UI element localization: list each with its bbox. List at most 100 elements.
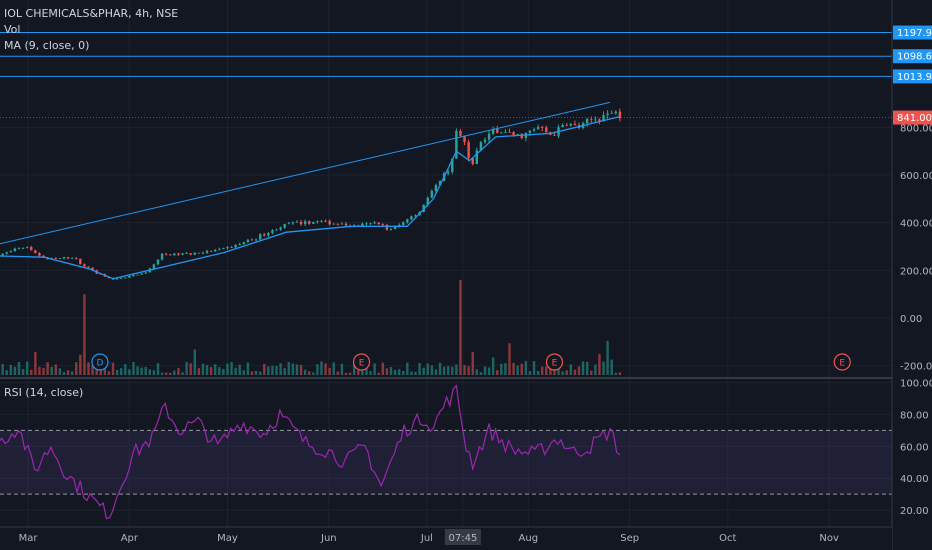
- earnings-marker[interactable]: [352, 353, 371, 371]
- volume-legend[interactable]: Vol: [4, 23, 21, 36]
- volume-bar: [365, 364, 368, 375]
- earnings-marker-label: E: [359, 359, 365, 369]
- volume-bar: [479, 372, 483, 375]
- ma-legend[interactable]: MA (9, close, 0): [4, 39, 90, 52]
- candle-body: [169, 254, 172, 256]
- candle-body: [209, 250, 213, 252]
- volume-bar: [75, 362, 78, 375]
- volume-bar: [181, 372, 184, 375]
- time-axis-label: Jul: [420, 533, 433, 544]
- time-axis: Mar Apr May Jun Jul 07:45 Aug Sep Oct Nov: [19, 529, 839, 545]
- earnings-marker[interactable]: [545, 353, 564, 371]
- volume-bar: [410, 371, 413, 375]
- price-tag-label: 1197.95: [897, 28, 932, 39]
- volume-bar: [606, 340, 609, 375]
- time-axis-label: Apr: [121, 533, 139, 544]
- volume-bar: [103, 364, 107, 375]
- candle-body: [459, 130, 462, 136]
- time-axis-label: Nov: [819, 533, 839, 544]
- volume-bar: [422, 367, 425, 375]
- price-tag[interactable]: [893, 69, 932, 84]
- candle-body: [332, 223, 335, 225]
- volume-bar: [295, 364, 299, 375]
- dividend-marker[interactable]: [91, 353, 109, 371]
- candle-body: [451, 158, 454, 172]
- volume-bar: [54, 364, 57, 375]
- candle-body: [536, 127, 540, 130]
- candle-body: [446, 171, 450, 174]
- volume-bar: [21, 369, 25, 375]
- candle-body: [238, 243, 241, 245]
- candle-body: [565, 124, 568, 126]
- volume-bar: [58, 368, 62, 375]
- candle-body: [201, 252, 205, 254]
- candle-body: [193, 252, 196, 255]
- candle-body: [79, 258, 82, 265]
- price-tag[interactable]: [893, 25, 932, 40]
- candle-body: [164, 253, 168, 255]
- volume-bar: [279, 363, 282, 375]
- rsi-pane[interactable]: [0, 382, 892, 520]
- volume-bar: [340, 363, 344, 375]
- volume-bar: [598, 354, 601, 375]
- volume-bar: [463, 365, 466, 375]
- volume-bar: [528, 371, 532, 375]
- candle-body: [62, 257, 66, 259]
- volume-bar: [152, 370, 156, 375]
- candle-body: [598, 119, 601, 122]
- price-axis-background[interactable]: [892, 0, 932, 550]
- trendline[interactable]: [0, 101, 611, 245]
- candle-body: [230, 247, 233, 248]
- candle-body: [1, 253, 4, 256]
- candle-body: [483, 139, 487, 143]
- rsi-axis-label: 80.00: [900, 410, 929, 421]
- time-axis-label: Jun: [320, 533, 337, 544]
- volume-bar: [344, 372, 348, 375]
- price-tag[interactable]: [893, 110, 932, 125]
- volume-bar: [496, 370, 499, 375]
- volume-bar: [389, 367, 393, 375]
- candle-body: [381, 224, 384, 226]
- candle-body: [479, 142, 483, 151]
- volume-bar: [83, 294, 86, 375]
- volume-bar: [214, 364, 217, 375]
- dividend-marker-label: D: [96, 359, 103, 369]
- volume-bar: [91, 365, 94, 375]
- volume-bar: [516, 365, 519, 375]
- candle-body: [508, 131, 511, 133]
- candle-body: [438, 180, 442, 186]
- candle-body: [340, 223, 344, 225]
- volume-bar: [62, 372, 66, 375]
- volume-bar: [13, 366, 17, 375]
- candle-body: [234, 244, 237, 248]
- symbol-legend[interactable]: IOL CHEMICALS&PHAR, 4h, NSE: [4, 7, 179, 20]
- candle-body: [197, 252, 201, 254]
- volume-bar: [320, 361, 323, 375]
- volume-bar: [87, 362, 90, 375]
- volume-bar: [263, 363, 266, 375]
- candle-body: [463, 135, 466, 143]
- earnings-marker[interactable]: [833, 353, 851, 371]
- candle-body: [38, 253, 41, 256]
- volume-bar: [446, 366, 450, 375]
- time-axis-label: Sep: [620, 533, 639, 544]
- volume-bar: [332, 362, 335, 375]
- volume-bar: [602, 361, 605, 375]
- volume-bar: [561, 371, 564, 375]
- candle-body: [573, 123, 577, 125]
- price-tag[interactable]: [893, 49, 932, 64]
- volume-bar: [230, 362, 233, 375]
- volume-bar: [520, 363, 523, 375]
- candle-body: [250, 239, 254, 241]
- volume-bar: [418, 362, 421, 375]
- volume-bar: [258, 371, 262, 375]
- rsi-legend[interactable]: RSI (14, close): [4, 386, 84, 399]
- candle-body: [214, 249, 217, 252]
- candle-body: [402, 222, 405, 225]
- volume-bar: [438, 362, 442, 375]
- volume-bar: [577, 366, 581, 375]
- earnings-marker-label: E: [552, 359, 558, 369]
- candle-body: [541, 127, 544, 128]
